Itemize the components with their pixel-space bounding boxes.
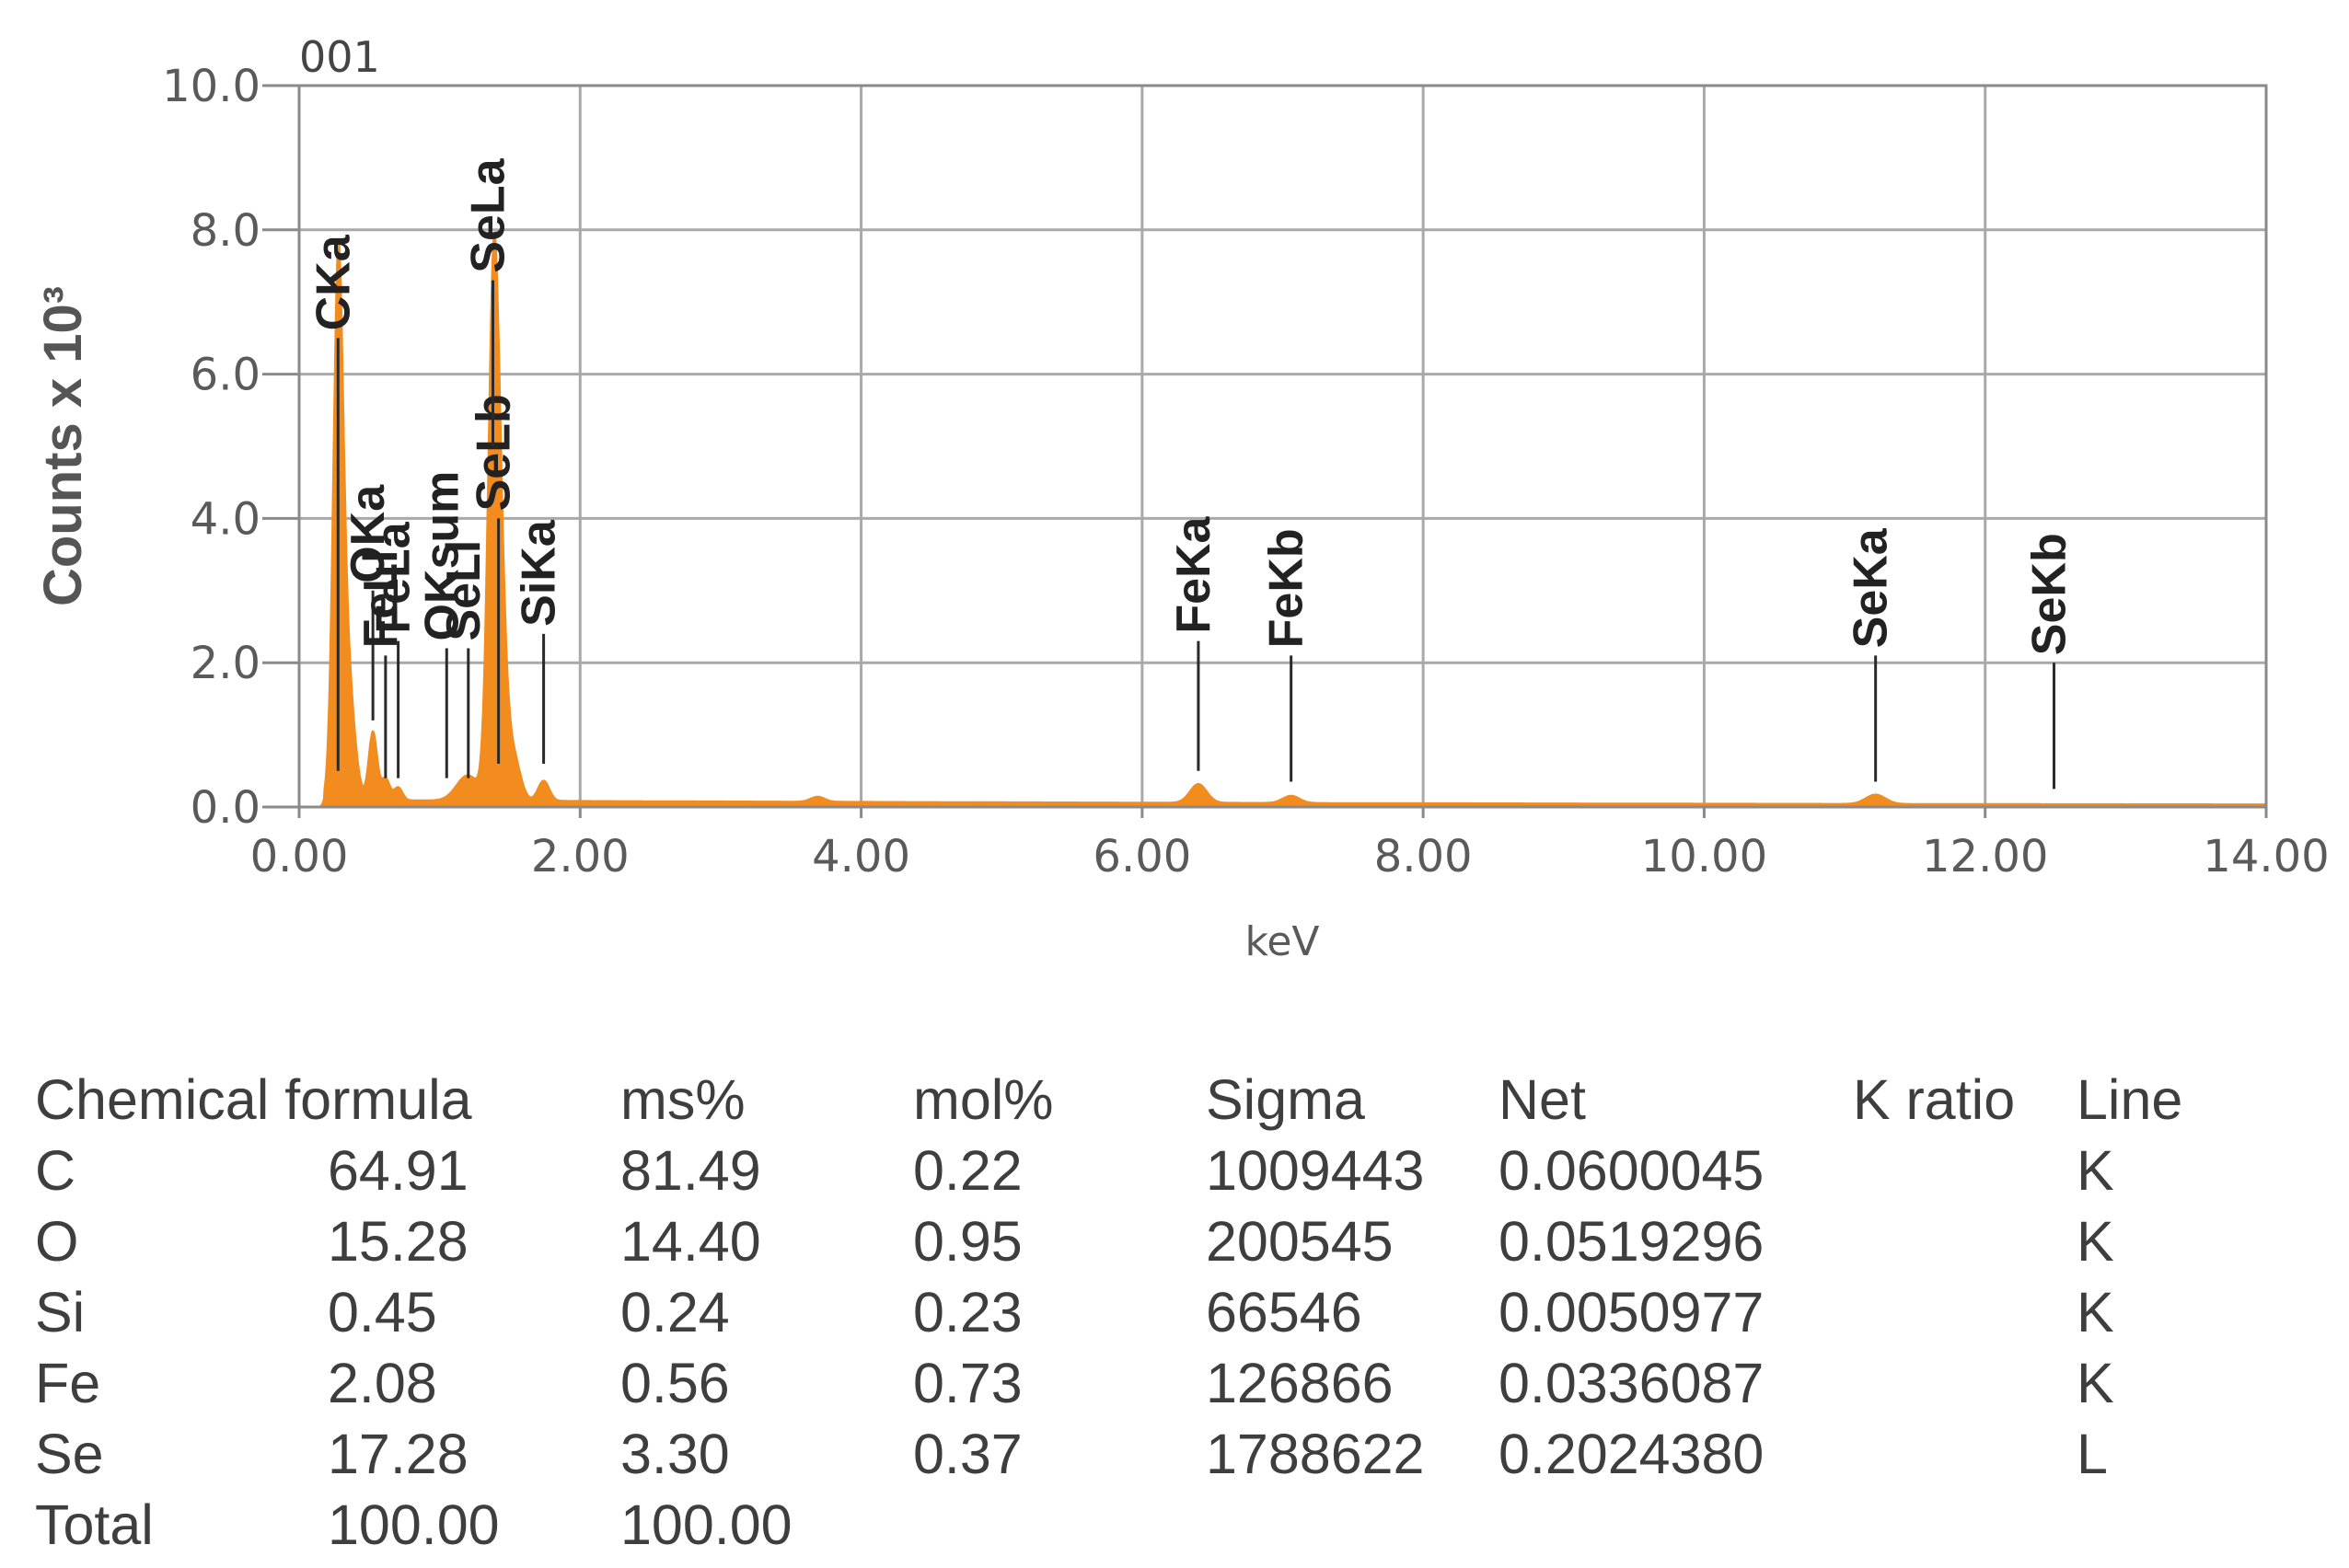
cell-k-ratio: 0.0050977 <box>1498 1281 1765 1343</box>
chart-title: 001 <box>299 32 380 82</box>
cell-line: K <box>2077 1281 2114 1343</box>
peak-label: FeLa <box>367 521 421 633</box>
y-tick-label: 4.0 <box>191 493 260 545</box>
y-tick-label: 2.0 <box>191 638 260 689</box>
header-ms: ms% <box>620 1068 746 1131</box>
cell-ms: 15.28 <box>328 1210 469 1273</box>
table-header-row: Chemical formula ms% mol% Sigma Net K ra… <box>35 1065 2224 1136</box>
cell-formula: Fe <box>35 1352 101 1414</box>
y-tick-label: 0.0 <box>191 782 260 834</box>
cell-total-ms: 100.00 <box>328 1493 500 1556</box>
cell-sigma: 0.23 <box>913 1281 1023 1343</box>
x-tick-label: 8.00 <box>1374 831 1473 882</box>
table-row: Si 0.45 0.24 0.23 66546 0.0050977 K <box>35 1277 2224 1348</box>
header-k-ratio: K ratio <box>1852 1068 2016 1131</box>
plot-area <box>299 86 2266 807</box>
cell-ms: 64.91 <box>328 1139 469 1202</box>
header-sigma: Sigma <box>1206 1068 1365 1131</box>
x-axis-title: keV <box>1244 918 1319 965</box>
peak-label: FeLl <box>354 549 408 648</box>
cell-total-label: Total <box>35 1493 154 1556</box>
header-line: Line <box>2077 1068 2183 1131</box>
cell-formula: O <box>35 1210 79 1273</box>
cell-line: L <box>2077 1423 2108 1485</box>
y-axis-title: Counts x 10³ <box>33 286 93 606</box>
cell-line: K <box>2077 1352 2114 1414</box>
cell-ms: 2.08 <box>328 1352 437 1414</box>
table-row: Se 17.28 3.30 0.37 1788622 0.2024380 L <box>35 1419 2224 1490</box>
cell-sigma: 0.73 <box>913 1352 1023 1414</box>
cell-net: 66546 <box>1206 1281 1362 1343</box>
cell-net: 200545 <box>1206 1210 1394 1273</box>
cell-formula: Si <box>35 1281 86 1343</box>
y-tick-label: 6.0 <box>191 350 260 401</box>
x-tick-label: 10.00 <box>1641 831 1767 882</box>
cell-formula: C <box>35 1139 76 1202</box>
peak-label: SeLl <box>437 540 491 641</box>
cell-net: 1009443 <box>1206 1139 1425 1202</box>
cell-mol: 14.40 <box>620 1210 761 1273</box>
peak-label: SeLa <box>461 157 515 272</box>
header-net: Net <box>1498 1068 1586 1131</box>
x-tick-label: 6.00 <box>1093 831 1191 882</box>
x-tick-label: 2.00 <box>531 831 630 882</box>
table-row: Fe 2.08 0.56 0.73 126866 0.0336087 K <box>35 1348 2224 1419</box>
x-tick-label: 12.00 <box>1922 831 2048 882</box>
peak-label: SeKa <box>1845 527 1898 648</box>
cell-line: K <box>2077 1139 2114 1202</box>
x-tick-label: 14.00 <box>2203 831 2329 882</box>
composition-table: Chemical formula ms% mol% Sigma Net K ra… <box>35 1065 2224 1561</box>
peak-label: SeKb <box>2023 533 2077 655</box>
peak-label: OKsum <box>415 471 469 641</box>
cell-line: K <box>2077 1210 2114 1273</box>
cell-k-ratio: 0.0600045 <box>1498 1139 1765 1202</box>
peak-label: FeKb <box>1260 528 1313 648</box>
x-tick-label: 4.00 <box>812 831 910 882</box>
cell-sigma: 0.95 <box>913 1210 1023 1273</box>
plot-frame <box>297 84 2268 809</box>
y-tick-label: 8.0 <box>191 205 260 257</box>
table-row: O 15.28 14.40 0.95 200545 0.0519296 K <box>35 1206 2224 1277</box>
cell-mol: 81.49 <box>620 1139 761 1202</box>
cell-k-ratio: 0.0336087 <box>1498 1352 1765 1414</box>
table-total-row: Total 100.00 100.00 <box>35 1490 2224 1561</box>
cell-k-ratio: 0.2024380 <box>1498 1423 1765 1485</box>
cell-net: 126866 <box>1206 1352 1394 1414</box>
cell-net: 1788622 <box>1206 1423 1425 1485</box>
cell-mol: 3.30 <box>620 1423 730 1485</box>
cell-ms: 17.28 <box>328 1423 469 1485</box>
peak-label: SiKa <box>513 519 566 627</box>
cell-mol: 0.24 <box>620 1281 730 1343</box>
table-row: C 64.91 81.49 0.22 1009443 0.0600045 K <box>35 1136 2224 1206</box>
header-mol: mol% <box>913 1068 1054 1131</box>
cell-mol: 0.56 <box>620 1352 730 1414</box>
peak-label: FeKa <box>1167 515 1221 633</box>
spectrum-area <box>299 231 2267 808</box>
cell-sigma: 0.22 <box>913 1139 1023 1202</box>
cell-sigma: 0.37 <box>913 1423 1023 1485</box>
cell-k-ratio: 0.0519296 <box>1498 1210 1765 1273</box>
cell-formula: Se <box>35 1423 104 1485</box>
cell-ms: 0.45 <box>328 1281 437 1343</box>
cell-total-mol: 100.00 <box>620 1493 793 1556</box>
peak-label: CKa <box>307 234 360 330</box>
y-tick-label: 10.0 <box>162 61 260 112</box>
x-tick-label: 0.00 <box>250 831 349 882</box>
header-chemical-formula: Chemical formula <box>35 1068 472 1131</box>
peak-label: OKa <box>341 484 395 583</box>
